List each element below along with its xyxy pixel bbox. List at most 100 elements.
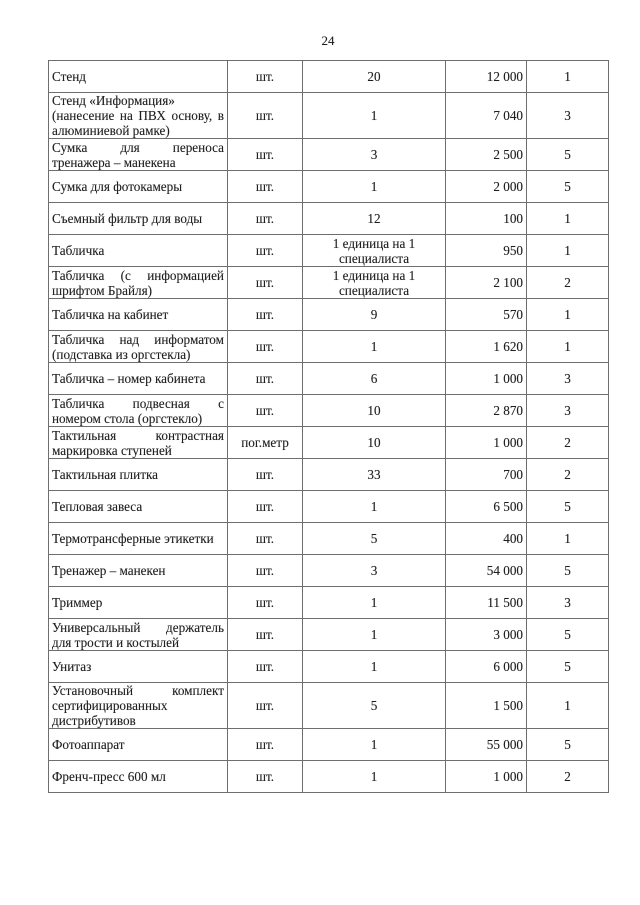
table-row: Табличка шт. 1 единица на 1 специалиста … [48, 234, 609, 267]
cell-number: 2 [526, 760, 609, 793]
cell-quantity: 1 [302, 170, 446, 203]
cell-quantity: 20 [302, 60, 446, 93]
table-row: Унитаз шт. 1 6 000 5 [48, 650, 609, 683]
cell-unit: пог.метр [227, 426, 303, 459]
cell-unit: шт. [227, 266, 303, 299]
cell-number: 1 [526, 330, 609, 363]
document-page: 24 Стенд шт. 20 12 000 1 Стенд «Информац… [48, 0, 609, 793]
cell-unit: шт. [227, 682, 303, 729]
table-row: Тренажер – манекен шт. 3 54 000 5 [48, 554, 609, 587]
cell-number: 2 [526, 266, 609, 299]
cell-item-name: Табличка подвесная с номером стола (оргс… [48, 394, 228, 427]
cell-price: 6 000 [445, 650, 527, 683]
cell-quantity: 1 [302, 586, 446, 619]
cell-price: 2 870 [445, 394, 527, 427]
cell-item-name: Универсальный держатель для трости и кос… [48, 618, 228, 651]
cell-price: 1 000 [445, 362, 527, 395]
table-row: Табличка – номер кабинета шт. 6 1 000 3 [48, 362, 609, 395]
cell-unit: шт. [227, 618, 303, 651]
table-row: Сумка для фотокамеры шт. 1 2 000 5 [48, 170, 609, 203]
cell-quantity: 5 [302, 682, 446, 729]
table-row: Стенд шт. 20 12 000 1 [48, 60, 609, 93]
cell-price: 100 [445, 202, 527, 235]
cell-quantity: 3 [302, 138, 446, 171]
cell-quantity: 1 [302, 650, 446, 683]
cell-number: 5 [526, 554, 609, 587]
table-row: Тактильная контрастная маркировка ступен… [48, 426, 609, 459]
cell-quantity: 1 [302, 760, 446, 793]
cell-number: 3 [526, 586, 609, 619]
cell-quantity: 10 [302, 426, 446, 459]
cell-quantity: 33 [302, 458, 446, 491]
cell-price: 3 000 [445, 618, 527, 651]
cell-unit: шт. [227, 554, 303, 587]
cell-item-name: Табличка [48, 234, 228, 267]
cell-unit: шт. [227, 138, 303, 171]
cell-item-name: Френч-пресс 600 мл [48, 760, 228, 793]
cell-number: 5 [526, 170, 609, 203]
cell-number: 5 [526, 138, 609, 171]
cell-number: 3 [526, 362, 609, 395]
cell-item-name: Сумка для переноса тренажера – манекена [48, 138, 228, 171]
cell-price: 6 500 [445, 490, 527, 523]
cell-quantity: 1 [302, 92, 446, 139]
cell-price: 1 620 [445, 330, 527, 363]
cell-unit: шт. [227, 458, 303, 491]
cell-unit: шт. [227, 234, 303, 267]
cell-price: 54 000 [445, 554, 527, 587]
cell-item-name: Триммер [48, 586, 228, 619]
cell-number: 3 [526, 394, 609, 427]
cell-price: 1 500 [445, 682, 527, 729]
cell-item-name: Тактильная плитка [48, 458, 228, 491]
cell-number: 1 [526, 522, 609, 555]
cell-item-name: Стенд [48, 60, 228, 93]
cell-unit: шт. [227, 202, 303, 235]
cell-price: 2 100 [445, 266, 527, 299]
cell-item-name: Установочный комплект сертифицированных … [48, 682, 228, 729]
cell-number: 1 [526, 298, 609, 331]
cell-quantity: 1 [302, 728, 446, 761]
cell-price: 2 000 [445, 170, 527, 203]
table-row: Фотоаппарат шт. 1 55 000 5 [48, 728, 609, 761]
cell-price: 950 [445, 234, 527, 267]
table-row: Термотрансферные этикетки шт. 5 400 1 [48, 522, 609, 555]
cell-quantity: 9 [302, 298, 446, 331]
cell-number: 1 [526, 60, 609, 93]
cell-price: 1 000 [445, 426, 527, 459]
cell-quantity: 1 [302, 490, 446, 523]
cell-item-name: Стенд «Информация» (нанесение на ПВХ осн… [48, 92, 228, 139]
items-table: Стенд шт. 20 12 000 1 Стенд «Информация»… [48, 60, 609, 793]
cell-item-name: Тепловая завеса [48, 490, 228, 523]
cell-item-name: Тактильная контрастная маркировка ступен… [48, 426, 228, 459]
table-row: Съемный фильтр для воды шт. 12 100 1 [48, 202, 609, 235]
cell-item-name: Тренажер – манекен [48, 554, 228, 587]
cell-item-name: Фотоаппарат [48, 728, 228, 761]
cell-number: 5 [526, 618, 609, 651]
cell-price: 1 000 [445, 760, 527, 793]
cell-price: 12 000 [445, 60, 527, 93]
table-row: Универсальный держатель для трости и кос… [48, 618, 609, 651]
cell-number: 5 [526, 490, 609, 523]
cell-item-name: Табличка – номер кабинета [48, 362, 228, 395]
table-row: Табличка на кабинет шт. 9 570 1 [48, 298, 609, 331]
cell-item-name: Табличка над информатом (подставка из ор… [48, 330, 228, 363]
cell-number: 2 [526, 458, 609, 491]
cell-quantity: 1 единица на 1 специалиста [302, 266, 446, 299]
page-number: 24 [321, 33, 335, 48]
cell-unit: шт. [227, 728, 303, 761]
cell-price: 700 [445, 458, 527, 491]
cell-quantity: 3 [302, 554, 446, 587]
cell-quantity: 1 единица на 1 специалиста [302, 234, 446, 267]
cell-price: 55 000 [445, 728, 527, 761]
table-row: Сумка для переноса тренажера – манекена … [48, 138, 609, 171]
cell-number: 2 [526, 426, 609, 459]
cell-unit: шт. [227, 92, 303, 139]
cell-unit: шт. [227, 298, 303, 331]
cell-unit: шт. [227, 60, 303, 93]
cell-price: 7 040 [445, 92, 527, 139]
table-row: Табличка (с информацией шрифтом Брайля) … [48, 266, 609, 299]
cell-quantity: 6 [302, 362, 446, 395]
cell-unit: шт. [227, 586, 303, 619]
cell-unit: шт. [227, 650, 303, 683]
cell-number: 3 [526, 92, 609, 139]
